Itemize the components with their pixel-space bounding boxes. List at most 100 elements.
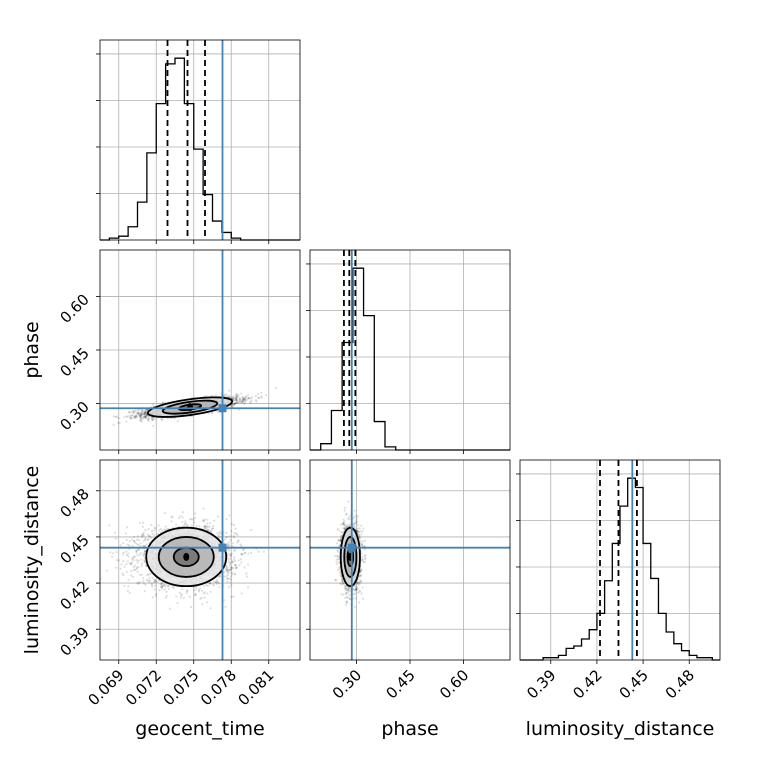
sample-point: [246, 563, 250, 566]
sample-point: [218, 530, 221, 534]
sample-point: [130, 562, 133, 565]
sample-point: [227, 541, 231, 544]
sample-point: [230, 575, 233, 578]
sample-point: [241, 399, 244, 402]
sample-point: [141, 534, 144, 537]
sample-point: [243, 398, 246, 402]
sample-point: [133, 568, 137, 571]
sample-point: [225, 536, 229, 539]
sample-point: [246, 394, 249, 397]
sample-point: [139, 411, 143, 415]
sample-point: [232, 595, 235, 598]
sample-point: [193, 588, 196, 592]
sample-point: [228, 514, 231, 517]
sample-point: [164, 525, 168, 528]
sample-point: [226, 568, 229, 572]
sample-point: [226, 545, 229, 548]
sample-point: [139, 413, 142, 416]
sample-point: [131, 558, 134, 561]
sample-point: [231, 560, 234, 564]
sample-point: [133, 541, 137, 544]
sample-point: [140, 573, 143, 576]
sample-point: [255, 400, 258, 403]
sample-point: [139, 416, 142, 419]
sample-point: [236, 395, 239, 398]
sample-point: [125, 539, 128, 542]
sample-point: [153, 578, 156, 581]
sample-point: [153, 580, 157, 583]
sample-point: [163, 588, 166, 591]
sample-point: [144, 415, 147, 418]
sample-point: [144, 414, 147, 418]
sample-point: [142, 531, 145, 534]
sample-point: [244, 400, 247, 403]
sample-point: [216, 581, 220, 584]
sample-point: [230, 552, 233, 555]
sample-point: [232, 534, 236, 537]
sample-point: [143, 410, 146, 413]
sample-point: [234, 402, 237, 405]
sample-point: [171, 516, 174, 519]
sample-point: [199, 597, 202, 600]
sample-point: [121, 560, 125, 563]
sample-point: [214, 581, 217, 584]
sample-point: [245, 572, 248, 575]
sample-point: [176, 420, 180, 423]
sample-point: [137, 548, 140, 551]
sample-point: [147, 538, 150, 541]
sample-point: [114, 537, 118, 540]
sample-point: [203, 591, 206, 594]
sample-point: [125, 563, 128, 566]
sample-point: [195, 587, 198, 591]
sample-point: [209, 582, 212, 585]
sample-point: [180, 593, 183, 596]
sample-point: [151, 576, 154, 579]
sample-point: [166, 527, 169, 531]
sample-point: [228, 395, 231, 399]
sample-point: [150, 417, 153, 420]
sample-point: [147, 533, 150, 536]
sample-point: [218, 585, 221, 589]
sample-point: [208, 529, 211, 532]
sample-point: [225, 568, 228, 572]
sample-point: [240, 392, 243, 395]
sample-point: [264, 393, 268, 397]
sample-point: [231, 397, 234, 400]
sample-point: [227, 557, 230, 560]
sample-point: [151, 532, 154, 535]
sample-point: [186, 589, 189, 592]
sample-point: [240, 561, 243, 564]
sample-point: [247, 397, 250, 400]
sample-point: [235, 541, 239, 544]
sample-point: [126, 560, 129, 563]
sample-point: [224, 392, 227, 396]
sample-point: [115, 550, 118, 554]
sample-point: [145, 414, 148, 417]
sample-point: [160, 585, 164, 588]
sample-point: [131, 410, 135, 413]
sample-point: [193, 594, 197, 597]
sample-point: [204, 526, 207, 530]
sample-point: [156, 532, 159, 535]
sample-point: [232, 555, 236, 559]
sample-point: [139, 413, 142, 417]
sample-point: [125, 570, 128, 574]
sample-point: [228, 564, 231, 567]
sample-point: [135, 551, 138, 554]
sample-point: [125, 420, 128, 423]
sample-point: [233, 572, 236, 575]
sample-point: [174, 523, 178, 526]
sample-point: [203, 525, 206, 528]
sample-point: [135, 411, 139, 414]
sample-point: [131, 575, 135, 578]
joint-panel-geocent-time-phase: [96, 249, 301, 454]
sample-point: [141, 521, 145, 525]
sample-point: [237, 400, 240, 403]
sample-point: [235, 401, 238, 404]
sample-point: [241, 397, 245, 400]
sample-point: [143, 549, 147, 553]
sample-point: [212, 580, 216, 583]
sample-point: [242, 398, 245, 401]
sample-point: [123, 416, 126, 419]
